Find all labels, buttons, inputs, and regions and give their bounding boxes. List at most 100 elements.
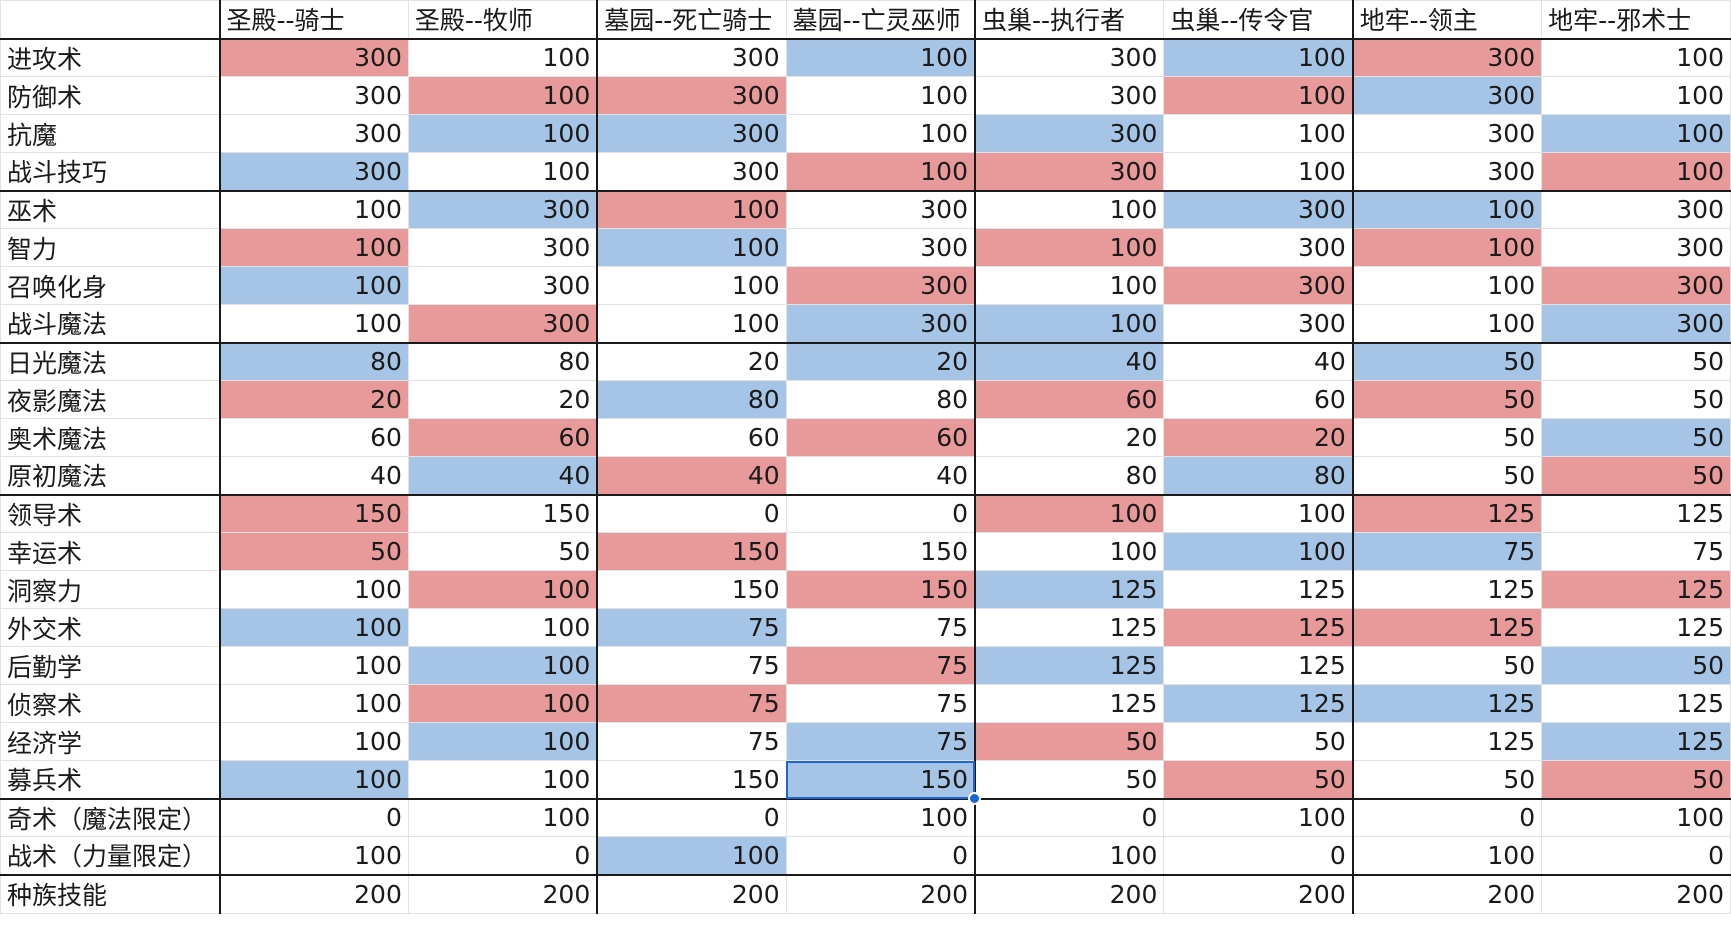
data-cell[interactable]: 300 (596, 152, 787, 192)
data-cell[interactable]: 0 (1352, 798, 1543, 837)
data-cell[interactable]: 125 (1163, 608, 1354, 647)
data-cell[interactable]: 125 (1541, 494, 1731, 533)
data-cell[interactable]: 300 (1352, 76, 1543, 115)
data-cell[interactable]: 100 (596, 266, 787, 305)
data-cell[interactable]: 60 (596, 418, 787, 457)
data-cell[interactable]: 300 (1163, 304, 1354, 344)
data-cell[interactable]: 125 (1352, 570, 1543, 609)
data-cell[interactable]: 100 (1352, 304, 1543, 344)
data-cell[interactable]: 300 (974, 76, 1165, 115)
data-cell[interactable]: 80 (219, 342, 409, 381)
data-cell[interactable]: 100 (219, 608, 409, 647)
data-cell[interactable]: 75 (596, 608, 787, 647)
row-label[interactable]: 防御术 (0, 76, 221, 115)
row-label[interactable]: 战斗魔法 (0, 304, 221, 344)
data-cell[interactable]: 300 (974, 152, 1165, 192)
data-cell[interactable]: 60 (407, 418, 599, 457)
data-cell[interactable]: 300 (785, 190, 976, 229)
data-cell[interactable]: 20 (596, 342, 787, 381)
data-cell[interactable]: 20 (785, 342, 976, 381)
data-cell[interactable]: 300 (596, 38, 787, 77)
data-cell[interactable]: 300 (785, 228, 976, 267)
data-cell[interactable]: 100 (219, 228, 409, 267)
fill-handle[interactable] (968, 791, 981, 805)
data-cell[interactable]: 100 (407, 722, 599, 761)
data-cell[interactable]: 100 (974, 304, 1165, 344)
data-cell[interactable]: 75 (785, 722, 976, 761)
column-header[interactable]: 圣殿--牧师 (407, 0, 599, 40)
data-cell[interactable]: 300 (596, 76, 787, 115)
data-cell[interactable]: 100 (1163, 494, 1354, 533)
data-cell[interactable]: 50 (1541, 418, 1731, 457)
data-cell[interactable]: 300 (785, 304, 976, 344)
data-cell[interactable]: 50 (1541, 342, 1731, 381)
corner-cell[interactable] (0, 0, 221, 40)
data-cell[interactable]: 300 (407, 228, 599, 267)
data-cell[interactable]: 100 (407, 760, 599, 800)
data-cell[interactable]: 75 (1352, 532, 1543, 571)
column-header[interactable]: 地牢--领主 (1352, 0, 1543, 40)
row-label[interactable]: 募兵术 (0, 760, 221, 800)
data-cell[interactable]: 0 (219, 798, 409, 837)
row-label[interactable]: 原初魔法 (0, 456, 221, 496)
column-header[interactable]: 虫巢--传令官 (1163, 0, 1354, 40)
data-cell[interactable]: 100 (219, 570, 409, 609)
row-label[interactable]: 召唤化身 (0, 266, 221, 305)
row-label[interactable]: 侦察术 (0, 684, 221, 723)
data-cell[interactable]: 300 (219, 38, 409, 77)
row-label[interactable]: 智力 (0, 228, 221, 267)
row-label[interactable]: 进攻术 (0, 38, 221, 77)
data-cell[interactable]: 100 (596, 190, 787, 229)
data-cell[interactable]: 40 (596, 456, 787, 496)
data-cell[interactable]: 100 (974, 190, 1165, 229)
data-cell[interactable]: 50 (1352, 418, 1543, 457)
data-cell[interactable]: 100 (219, 190, 409, 229)
data-cell[interactable]: 75 (1541, 532, 1731, 571)
data-cell[interactable]: 150 (407, 494, 599, 533)
data-cell[interactable]: 300 (219, 114, 409, 153)
data-cell[interactable]: 100 (407, 798, 599, 837)
data-cell[interactable]: 125 (1541, 684, 1731, 723)
data-cell[interactable]: 100 (407, 114, 599, 153)
data-cell[interactable]: 50 (1352, 646, 1543, 685)
data-cell[interactable]: 50 (219, 532, 409, 571)
data-cell[interactable]: 50 (407, 532, 599, 571)
data-cell[interactable]: 100 (407, 646, 599, 685)
data-cell[interactable]: 40 (785, 456, 976, 496)
data-cell[interactable]: 100 (785, 798, 976, 837)
data-cell[interactable]: 100 (596, 304, 787, 344)
data-cell[interactable]: 200 (1163, 874, 1354, 914)
data-cell[interactable]: 125 (1352, 684, 1543, 723)
row-label[interactable]: 战斗技巧 (0, 152, 221, 192)
data-cell[interactable]: 0 (1163, 836, 1354, 876)
data-cell[interactable]: 75 (596, 646, 787, 685)
data-cell[interactable]: 75 (785, 608, 976, 647)
data-cell[interactable]: 50 (1352, 342, 1543, 381)
row-label[interactable]: 夜影魔法 (0, 380, 221, 419)
data-cell[interactable]: 50 (1541, 456, 1731, 496)
data-cell[interactable]: 75 (596, 722, 787, 761)
data-cell[interactable]: 50 (1163, 722, 1354, 761)
data-cell[interactable]: 100 (974, 532, 1165, 571)
data-cell[interactable]: 200 (596, 874, 787, 914)
data-cell[interactable]: 75 (596, 684, 787, 723)
row-label[interactable]: 后勤学 (0, 646, 221, 685)
row-label[interactable]: 外交术 (0, 608, 221, 647)
data-cell[interactable]: 100 (219, 722, 409, 761)
data-cell[interactable]: 0 (407, 836, 599, 876)
data-cell[interactable]: 20 (407, 380, 599, 419)
data-cell[interactable]: 300 (1541, 190, 1731, 229)
data-cell[interactable]: 300 (1541, 266, 1731, 305)
data-cell[interactable]: 50 (1541, 760, 1731, 800)
data-cell[interactable]: 75 (785, 684, 976, 723)
data-cell[interactable]: 125 (1352, 722, 1543, 761)
data-cell[interactable]: 0 (596, 494, 787, 533)
data-cell[interactable]: 50 (974, 722, 1165, 761)
data-cell[interactable]: 200 (974, 874, 1165, 914)
column-header[interactable]: 虫巢--执行者 (974, 0, 1165, 40)
data-cell[interactable]: 300 (1163, 190, 1354, 229)
row-label[interactable]: 奇术（魔法限定） (0, 798, 221, 837)
data-cell[interactable]: 100 (974, 836, 1165, 876)
data-cell[interactable]: 100 (785, 76, 976, 115)
data-cell[interactable]: 50 (1352, 760, 1543, 800)
